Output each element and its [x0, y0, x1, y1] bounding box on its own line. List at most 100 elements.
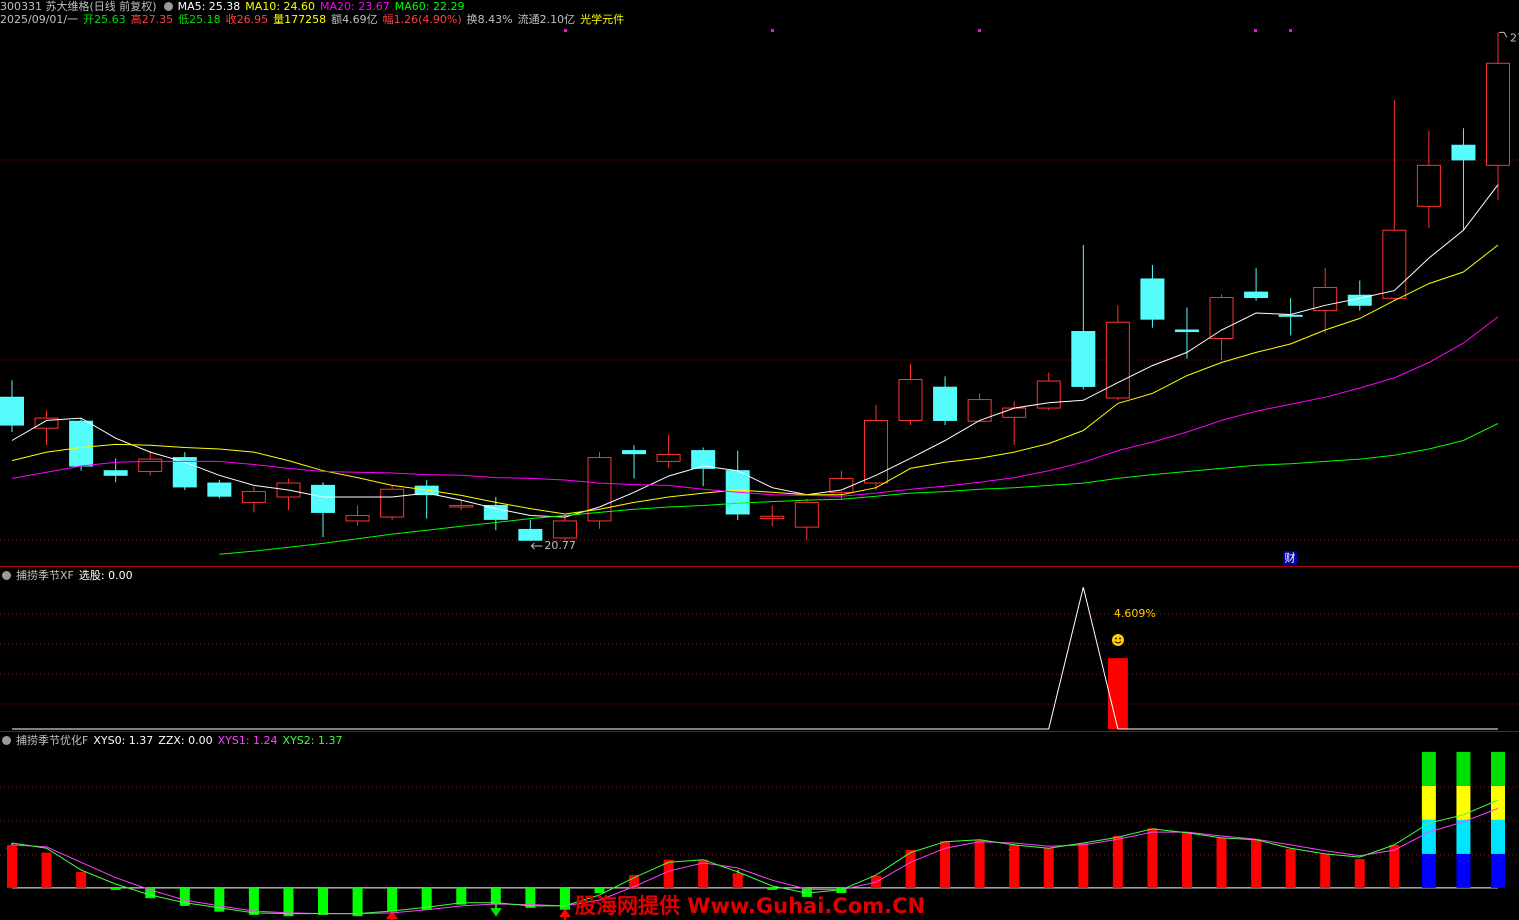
candle-body: [1382, 229, 1407, 299]
oscillator-bar: [76, 871, 87, 888]
oscillator-bar: [732, 873, 743, 888]
candle-body: [1071, 331, 1096, 387]
candle-body: [691, 450, 716, 469]
candle-body: [518, 528, 543, 541]
signal-annotation: 4.609%: [1114, 607, 1156, 620]
candle-body: [138, 458, 163, 472]
legend-value: 24.60: [283, 0, 316, 13]
oscillator-bar: [698, 859, 709, 888]
stack-segment: [1491, 819, 1505, 854]
oscillator-bar: [421, 887, 432, 910]
candle-body: [552, 520, 577, 539]
legend-name: XYS2: [283, 734, 318, 747]
legend-name: XYS1: [218, 734, 253, 747]
candle-body: [103, 470, 128, 476]
quote-info: 2025/09/01/一: [0, 13, 79, 26]
oscillator-bar: [1181, 832, 1192, 888]
indicator-line: [11, 807, 1499, 915]
readout-value: 1.37: [128, 734, 154, 747]
legend-name: 选股: [79, 569, 108, 582]
info-line: 2025/09/01/一 开25.63 高27.35 低25.18 收26.95 量177…: [0, 13, 629, 26]
oscillator-bar: [801, 887, 812, 897]
oscillator-bar: [214, 887, 225, 912]
candle-body: [1486, 62, 1510, 166]
low-label: 20.77: [544, 539, 576, 552]
smiley: [1112, 634, 1124, 646]
high-marker: [1499, 31, 1508, 38]
oscillator-bar: [318, 887, 329, 915]
indicator-line: [11, 244, 1499, 515]
oscillator-bar: [974, 839, 985, 888]
oscillator-bar: [352, 887, 363, 917]
legend-name: MA10: [245, 0, 283, 13]
stack-segment: [1456, 853, 1471, 888]
panel-menu-icon: [2, 736, 11, 745]
oscillator-bar: [1009, 844, 1020, 888]
oscillator-bar: [559, 887, 570, 910]
oscillator-bar: [7, 844, 17, 888]
high-label: 27.35: [1510, 31, 1519, 44]
legend-value: 1.37: [318, 734, 343, 747]
readout-value: 0.00: [188, 734, 213, 747]
candle-body: [1105, 321, 1130, 399]
candle-body: [656, 453, 681, 462]
candle-body: [1278, 314, 1303, 317]
oscillator-bar: [179, 887, 190, 906]
legend-value: 1.24: [253, 734, 278, 747]
legend-value: 23.67: [358, 0, 390, 13]
oscillator-bar: [1043, 848, 1054, 888]
stack-segment: [1491, 785, 1505, 820]
indicator-line: [11, 184, 1499, 518]
quote-info: 量177258: [273, 13, 327, 26]
oscillator-bar: [1320, 853, 1331, 888]
candle-body: [0, 396, 24, 426]
oscillator-bar: [629, 875, 640, 888]
oscillator-bar: [1285, 848, 1296, 888]
candle-body: [933, 386, 958, 421]
candle-body: [622, 450, 647, 455]
stack-segment: [1421, 751, 1436, 786]
candle-body: [1244, 291, 1269, 299]
indicator-line: [219, 423, 1499, 555]
oscillator-bar: [1216, 837, 1227, 888]
legend-name: MA60: [395, 0, 433, 13]
oscillator-bar: [767, 887, 778, 890]
candle-body: [1451, 144, 1476, 161]
panel-header: 捕捞季节优化FXYS01.37ZZX0.00XYS11.24XYS21.37: [0, 734, 348, 747]
candle-body: [380, 488, 405, 518]
oscillator-bar: [836, 887, 847, 894]
indicator-line: [11, 799, 1499, 915]
oscillator-bar: [1251, 839, 1262, 888]
stack-segment: [1421, 785, 1436, 820]
header-line: 300331 苏大维格(日线 前复权) MA525.38 MA1024.60 MA20…: [0, 0, 469, 13]
candle-body: [345, 515, 370, 522]
legend-value: 22.29: [432, 0, 465, 13]
candle-body: [311, 484, 336, 513]
candle-body: [241, 491, 266, 503]
panel-header: 捕捞季节XF 选股0.00: [0, 569, 138, 582]
oscillator-bar: [145, 887, 156, 899]
event-badge: [1283, 551, 1297, 565]
oscillator-bar: [525, 887, 536, 908]
stack-segment: [1456, 751, 1471, 786]
signal-bar: [1107, 658, 1128, 729]
candle-body: [1036, 380, 1061, 409]
oscillator-bar: [905, 850, 916, 888]
readout-name: XYS0: [93, 734, 128, 747]
candle-body: [1209, 297, 1234, 339]
candle-body: [1174, 329, 1199, 333]
oscillator-bar: [940, 841, 951, 888]
oscillator-bar: [456, 887, 467, 905]
stack-segment: [1491, 853, 1505, 888]
candle-body: [483, 504, 508, 520]
quote-info: 收26.95: [225, 13, 269, 26]
quote-info: 换8.43%: [466, 13, 513, 26]
readout-name: ZZX: [158, 734, 188, 747]
stack-segment: [1421, 819, 1436, 854]
legend-name: MA20: [320, 0, 358, 13]
panel-title: 捕捞季节优化F: [16, 734, 89, 747]
oscillator-bar: [490, 887, 501, 905]
oscillator-bar: [1112, 835, 1123, 888]
oscillator-bar: [1354, 859, 1365, 888]
